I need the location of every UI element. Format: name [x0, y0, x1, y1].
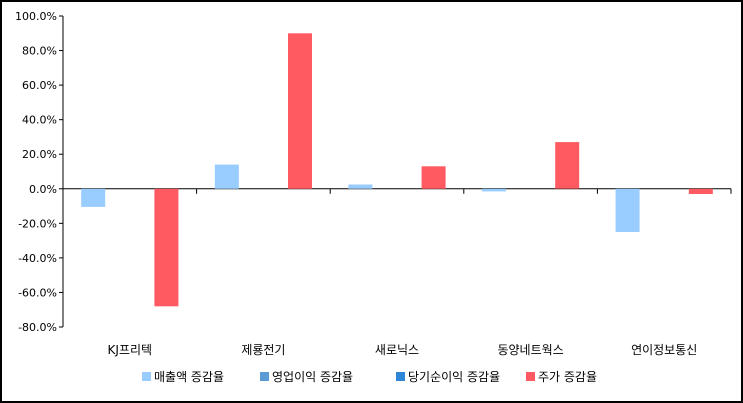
bar [288, 33, 312, 189]
y-tick-label: 40.0% [22, 114, 57, 127]
chart-axes: 100.0% 80.0% 60.0% 40.0% 20.0% 0.0% -20.0% -40.… [15, 10, 732, 357]
y-tick-label: -40.0% [18, 252, 57, 265]
category-label: KJ프리텍 [108, 343, 153, 357]
bar [555, 142, 580, 189]
legend-label: 영업이익 증감율 [272, 370, 353, 384]
legend-label: 주가 증감율 [538, 370, 597, 384]
y-tick-label: 20.0% [22, 148, 57, 161]
category-label: 동양네트웍스 [497, 343, 563, 357]
legend-swatch [396, 372, 405, 381]
y-tick-label: -60.0% [18, 286, 57, 299]
bar [214, 164, 239, 189]
y-tick-label: 0.0% [29, 183, 57, 196]
y-tick-label: -80.0% [18, 321, 57, 334]
bar [154, 188, 179, 307]
bar [421, 166, 446, 189]
category-label: 연이정보통신 [631, 343, 697, 357]
bar [482, 188, 506, 192]
bar [615, 188, 640, 232]
legend-swatch [526, 372, 535, 381]
category-label: 새로닉스 [375, 343, 419, 357]
bar [688, 188, 713, 194]
legend-swatch [260, 372, 269, 381]
chart-legend: 매출액 증감율 영업이익 증감율 당기순이익 증감율 주가 증감율 [142, 370, 597, 384]
legend-label: 당기순이익 증감율 [408, 370, 500, 384]
category-label: 제룡전기 [241, 343, 285, 357]
chart-bars [81, 33, 713, 307]
legend-swatch [142, 372, 151, 381]
legend-label: 매출액 증감율 [154, 370, 224, 384]
y-tick-label: -20.0% [18, 217, 57, 230]
y-tick-label: 80.0% [22, 45, 57, 58]
y-tick-label: 60.0% [22, 79, 57, 92]
bar [81, 188, 106, 207]
y-tick-label: 100.0% [15, 10, 57, 23]
bar [348, 184, 373, 189]
